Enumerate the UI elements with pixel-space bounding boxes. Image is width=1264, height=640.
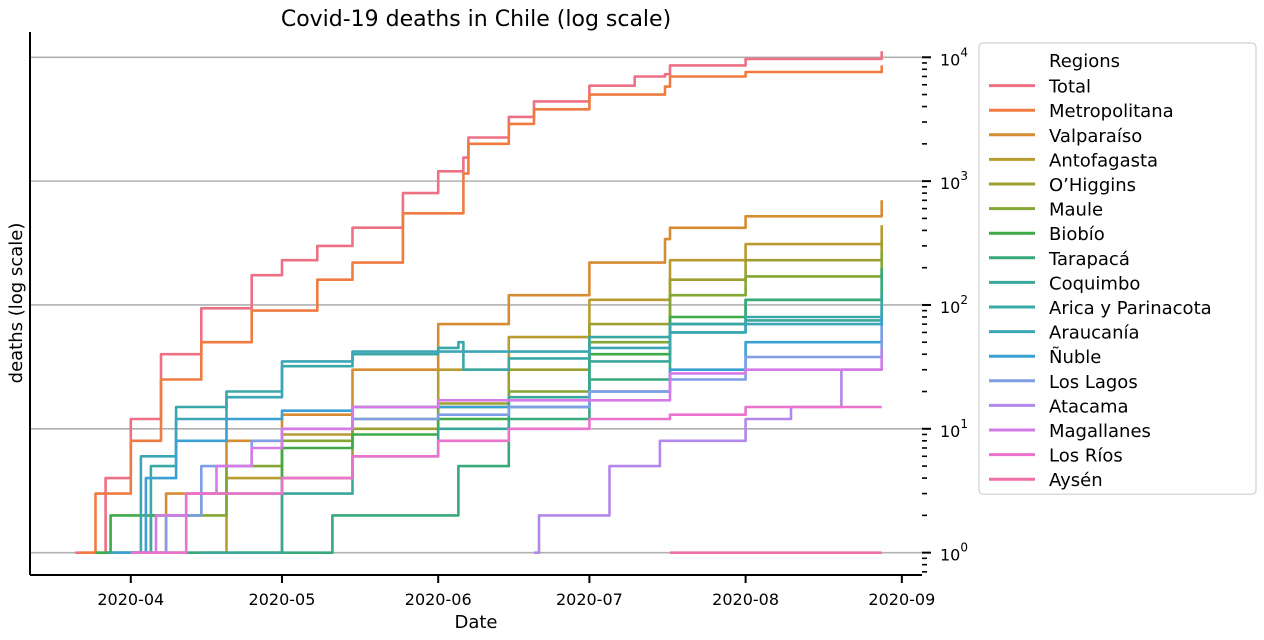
legend-title: Regions xyxy=(1049,51,1120,72)
y-axis-label: deaths (log scale) xyxy=(6,223,27,384)
y-tick-exponent: 0 xyxy=(960,541,968,555)
legend-entry-label: Tarapacá xyxy=(1048,249,1130,270)
x-tick-label: 2020-07 xyxy=(556,590,623,609)
series-line xyxy=(75,51,883,554)
legend-box xyxy=(978,42,1257,495)
y-tick-exponent: 4 xyxy=(960,45,968,59)
x-tick-label: 2020-09 xyxy=(868,590,935,609)
legend-entry-label: Valparaíso xyxy=(1049,126,1142,147)
legend-entry-label: Los Lagos xyxy=(1049,372,1138,393)
y-tick-label: 104 xyxy=(940,45,968,69)
legend-entry-label: Coquimbo xyxy=(1049,273,1140,294)
series-line xyxy=(534,347,883,554)
y-tick-label: 103 xyxy=(940,169,968,193)
legend-entry-label: Araucanía xyxy=(1049,323,1140,344)
x-tick-label: 2020-06 xyxy=(405,590,472,609)
legend-entry-label: Aysén xyxy=(1049,470,1103,491)
legend-entry-label: Total xyxy=(1048,77,1091,98)
y-tick-exponent: 2 xyxy=(960,293,968,307)
legend: Regions Total Metropolitana Valparaíso Antof… xyxy=(978,42,1257,495)
y-tick-label: 101 xyxy=(940,417,968,441)
legend-entry-label: Metropolitana xyxy=(1049,101,1174,122)
legend-entry-label: Los Ríos xyxy=(1049,446,1123,467)
legend-entry-label: Antofagasta xyxy=(1049,150,1158,171)
legend-entry-label: Ñuble xyxy=(1049,346,1101,368)
x-tick-label: 2020-05 xyxy=(249,590,316,609)
series-line xyxy=(80,65,883,554)
series-line xyxy=(130,302,883,554)
axes: 2020-04 2020-05 2020-06 2020-07 2020-08 2020-… xyxy=(29,32,968,609)
series-line xyxy=(130,405,882,554)
y-tick-base: 10 xyxy=(940,50,960,69)
x-tick-label: 2020-04 xyxy=(97,590,164,609)
y-tick-base: 10 xyxy=(940,546,960,565)
legend-entry-label: Magallanes xyxy=(1049,421,1151,442)
series-lines xyxy=(75,51,883,554)
x-tick-label: 2020-08 xyxy=(712,590,779,609)
y-tick-label: 102 xyxy=(940,293,968,317)
legend-entry-label: Arica y Parinacota xyxy=(1049,298,1212,319)
y-tick-base: 10 xyxy=(940,298,960,317)
y-tick-exponent: 3 xyxy=(960,169,968,183)
chart-title: Covid-19 deaths in Chile (log scale) xyxy=(281,7,671,32)
x-axis-label: Date xyxy=(454,612,497,633)
y-tick-label: 100 xyxy=(940,541,968,565)
legend-entry-label: O’Higgins xyxy=(1049,175,1136,196)
series-line xyxy=(105,270,883,554)
series-line xyxy=(201,293,883,554)
series-line xyxy=(125,200,883,554)
y-tick-base: 10 xyxy=(940,422,960,441)
legend-entry-label: Biobío xyxy=(1049,224,1105,245)
y-tick-base: 10 xyxy=(940,174,960,193)
legend-entry-label: Atacama xyxy=(1049,396,1129,417)
series-line xyxy=(140,325,883,554)
y-tick-exponent: 1 xyxy=(960,417,968,431)
legend-entry-label: Maule xyxy=(1049,200,1103,221)
series-line xyxy=(95,267,883,554)
